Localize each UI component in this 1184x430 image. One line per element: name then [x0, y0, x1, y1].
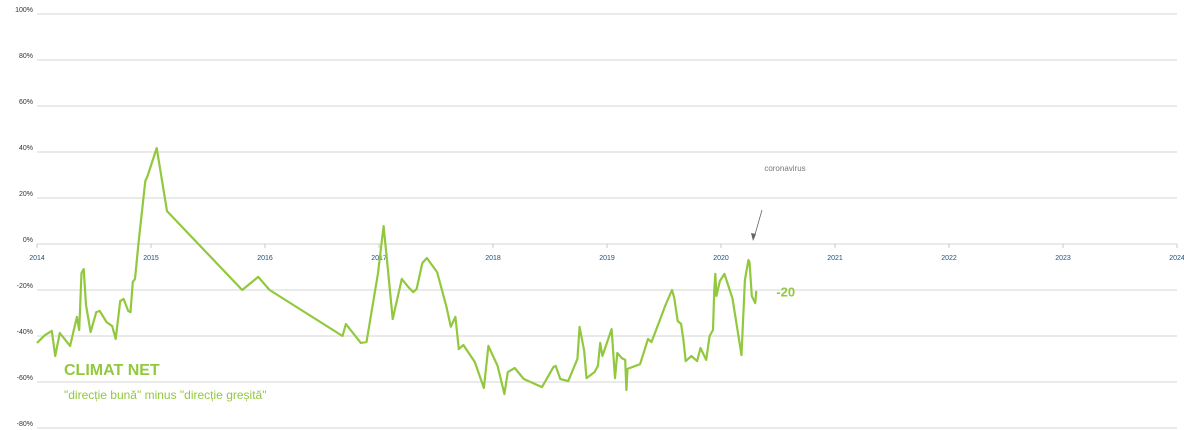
- x-tick-label: 2016: [257, 255, 273, 262]
- y-tick-label: 80%: [19, 53, 33, 60]
- annotation: coronavirus: [764, 164, 805, 173]
- y-tick-label: -80%: [17, 421, 33, 428]
- x-tick-label: 2024: [1169, 255, 1184, 262]
- chart-title: CLIMAT NET: [64, 362, 160, 379]
- x-tick-label: 2020: [713, 255, 729, 262]
- y-tick-label: 100%: [15, 7, 33, 14]
- y-tick-label: -40%: [17, 329, 33, 336]
- y-tick-label: 20%: [19, 191, 33, 198]
- x-tick-label: 2018: [485, 255, 501, 262]
- y-tick-label: 60%: [19, 99, 33, 106]
- x-tick-label: 2019: [599, 255, 615, 262]
- y-tick-label: -60%: [17, 375, 33, 382]
- data-line: [36, 147, 758, 396]
- y-tick-label: 0%: [23, 237, 33, 244]
- annotation: -20: [776, 284, 795, 299]
- x-tick-label: 2022: [941, 255, 957, 262]
- x-tick-label: 2015: [143, 255, 159, 262]
- chart-subtitle: "direcție bună" minus "direcție greșită": [64, 388, 266, 402]
- annotation-arrow: [753, 209, 763, 239]
- x-tick-label: 2014: [29, 255, 45, 262]
- x-tick-label: 2023: [1055, 255, 1071, 262]
- y-tick-label: -20%: [17, 283, 33, 290]
- x-tick-label: 2021: [827, 255, 843, 262]
- y-tick-label: 40%: [19, 145, 33, 152]
- annotation-arrowhead: [751, 233, 756, 241]
